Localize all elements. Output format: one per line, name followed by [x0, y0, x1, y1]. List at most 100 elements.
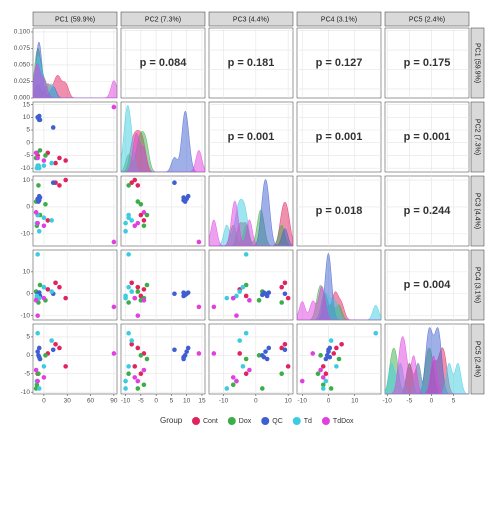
point [57, 155, 62, 161]
p-value: p = 0.001 [316, 131, 363, 143]
x-tick-label: -5 [406, 398, 412, 405]
point [138, 212, 144, 218]
panel [32, 175, 118, 247]
density [33, 62, 117, 98]
point [243, 252, 249, 257]
row-strip [470, 175, 485, 247]
point [37, 148, 43, 153]
column-strip [208, 11, 294, 27]
point [144, 356, 150, 362]
point [36, 228, 42, 234]
point [320, 375, 326, 380]
point [36, 345, 42, 351]
point [135, 345, 141, 351]
point [261, 290, 267, 295]
row-strip [470, 27, 485, 99]
panel-background [208, 249, 294, 321]
legend-swatch [321, 417, 330, 425]
point [36, 290, 42, 295]
y-tick-label: 5 [26, 127, 30, 134]
column-strip [384, 11, 470, 27]
point [256, 298, 262, 303]
point [126, 252, 131, 257]
point [315, 371, 321, 377]
point [138, 201, 144, 207]
point [318, 353, 323, 358]
row-strip-label: PC1 (59.9%) [474, 43, 481, 83]
y-tick-label: -10 [21, 389, 31, 396]
point [320, 364, 326, 369]
point [129, 338, 134, 343]
point [41, 215, 47, 221]
y-tick-label: 0.025 [14, 78, 31, 85]
point [323, 356, 329, 362]
point [181, 290, 186, 295]
y-tick-label: 0 [26, 290, 30, 297]
point [43, 153, 48, 158]
point [53, 341, 58, 347]
column-strip-label: PC5 (2.4%) [409, 16, 445, 23]
point [33, 150, 39, 156]
p-value: p = 0.084 [140, 57, 188, 69]
point [135, 289, 141, 294]
column-strip [296, 11, 382, 27]
point [135, 386, 141, 391]
point [230, 382, 236, 388]
panel-background [384, 249, 470, 321]
point [132, 177, 138, 183]
x-tick-label: 0 [42, 398, 46, 405]
panel-background [384, 27, 470, 99]
point [129, 180, 134, 186]
legend-swatch [261, 417, 270, 425]
point [35, 313, 40, 318]
point [141, 218, 147, 223]
point [123, 293, 128, 299]
panel: p = 0.001 [384, 101, 470, 173]
point [247, 367, 252, 373]
point [279, 300, 284, 305]
point [260, 386, 265, 391]
panel: p = 0.244 [384, 175, 470, 247]
point [373, 330, 379, 336]
x-tick-label: 5 [452, 398, 456, 405]
point [299, 378, 305, 384]
point [35, 252, 40, 257]
point [323, 378, 329, 384]
x-tick-label: 0 [154, 398, 158, 405]
panel [208, 175, 294, 247]
panel-background [384, 175, 470, 247]
point [181, 293, 186, 299]
legend-label: TdDox [333, 418, 354, 425]
point [285, 295, 291, 301]
point [41, 364, 47, 369]
point [63, 177, 68, 183]
y-tick-label: 10 [23, 114, 31, 121]
column-strip-label: PC2 (7.3%) [145, 16, 181, 23]
column-strip [32, 11, 118, 27]
x-tick-label: 10 [183, 398, 191, 405]
point [126, 183, 131, 188]
p-value: p = 0.018 [316, 205, 363, 217]
point [339, 341, 344, 347]
point [247, 298, 252, 303]
legend-label: Dox [239, 418, 252, 425]
point [36, 113, 42, 119]
point [129, 341, 134, 347]
point [132, 364, 138, 369]
point [135, 220, 141, 226]
point [141, 210, 147, 215]
p-value: p = 0.004 [404, 279, 452, 291]
point [35, 349, 40, 354]
x-tick-label: -5 [138, 398, 144, 405]
point [36, 197, 42, 203]
column-strip-label: PC4 (3.1%) [321, 16, 357, 23]
point [141, 298, 147, 303]
point [63, 158, 68, 163]
point [240, 284, 246, 290]
point [172, 347, 177, 353]
point [172, 180, 177, 186]
point [33, 210, 39, 215]
point [327, 354, 333, 360]
point [57, 345, 62, 351]
point [33, 298, 39, 303]
